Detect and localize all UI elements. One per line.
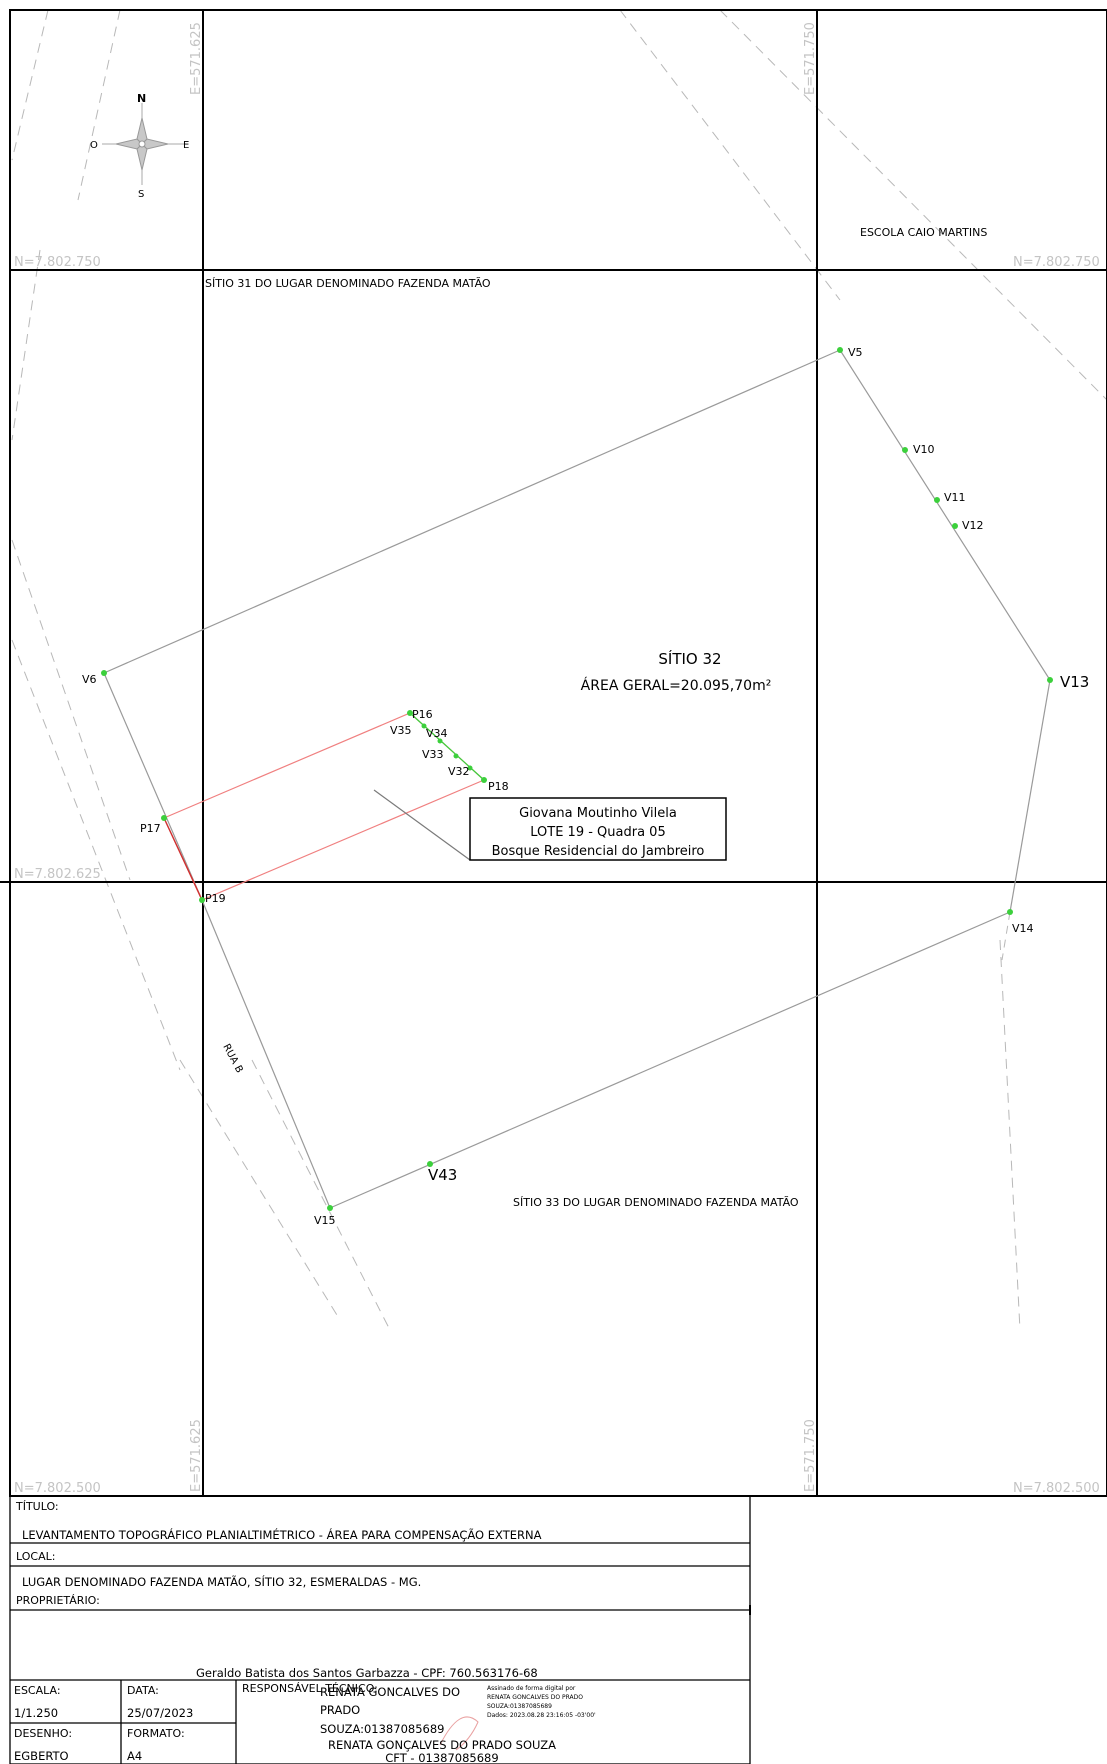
vertex-label-v14: V14 bbox=[1012, 922, 1034, 935]
vertex-label-v34: V34 bbox=[426, 727, 448, 740]
boundary-dashed-extension bbox=[1001, 911, 1011, 961]
signature-name-1: RENATA GONCALVES DO bbox=[320, 1685, 460, 1699]
property-boundary bbox=[103, 349, 1051, 1209]
escala-value: 1/1.250 bbox=[14, 1706, 58, 1720]
formato-value: A4 bbox=[127, 1749, 142, 1763]
grid-label-n-7802750-right: N=7.802.750 bbox=[1013, 255, 1100, 270]
grid-label-e-571625-bottom: E=571.625 bbox=[189, 1419, 204, 1492]
grid-label-n-7802500-right: N=7.802.500 bbox=[1013, 1481, 1100, 1496]
vertex-label-v15: V15 bbox=[314, 1214, 336, 1227]
lot-info-box bbox=[469, 797, 727, 861]
compass-label-o: O bbox=[90, 140, 98, 151]
vertex-label-v32: V32 bbox=[448, 765, 470, 778]
signature-small-4: Dados: 2023.08.28 23:16:05 -03'00' bbox=[487, 1712, 596, 1719]
escala-label: ESCALA: bbox=[14, 1684, 61, 1697]
lot-boundary-west bbox=[163, 817, 203, 901]
grid-label-e-571750-bottom: E=571.750 bbox=[803, 1419, 818, 1492]
signature-scribble-icon bbox=[439, 1716, 479, 1751]
lot-number: LOTE 19 - Quadra 05 bbox=[530, 825, 665, 840]
vertex-label-v33: V33 bbox=[422, 748, 444, 761]
vertex-label-v5: V5 bbox=[848, 346, 863, 359]
vertex-label-v11: V11 bbox=[944, 491, 966, 504]
vertex-label-p18: P18 bbox=[488, 780, 509, 793]
proprietario-value: Geraldo Batista dos Santos Garbazza - CP… bbox=[196, 1666, 538, 1680]
signature-name-2: PRADO bbox=[320, 1703, 360, 1717]
vertex-label-p17: P17 bbox=[140, 822, 161, 835]
area-title: SÍTIO 32 bbox=[658, 649, 721, 668]
vertex-label-v43: V43 bbox=[428, 1166, 457, 1184]
compass-label-s: S bbox=[138, 189, 144, 200]
vertex-label-p19: P19 bbox=[205, 892, 226, 905]
signature-small-1: Assinado de forma digital por bbox=[487, 1685, 576, 1692]
responsavel-name: RENATA GONÇALVES DO PRADO SOUZA bbox=[328, 1738, 556, 1752]
data-label: DATA: bbox=[127, 1684, 159, 1697]
area-total: ÁREA GERAL=20.095,70m² bbox=[581, 677, 772, 694]
title-block bbox=[9, 1495, 751, 1764]
signature-small-3: SOUZA:01387085689 bbox=[487, 1703, 552, 1710]
lot-subdivision: Bosque Residencial do Jambreiro bbox=[492, 844, 705, 859]
vertex-label-v10: V10 bbox=[913, 443, 935, 456]
signature-name-3: SOUZA:01387085689 bbox=[320, 1722, 444, 1736]
titulo-label: TÍTULO: bbox=[15, 1500, 59, 1513]
vertex-label-v13: V13 bbox=[1060, 673, 1089, 691]
titulo-value: LEVANTAMENTO TOPOGRÁFICO PLANIALTIMÉTRIC… bbox=[22, 1527, 542, 1542]
vertex-label-p16: P16 bbox=[412, 708, 433, 721]
responsavel-cft: CFT - 01387085689 bbox=[385, 1751, 498, 1764]
neighbor-label-sitio33: SÍTIO 33 DO LUGAR DENOMINADO FAZENDA MAT… bbox=[513, 1196, 799, 1209]
neighbor-dashed-lines bbox=[11, 9, 1107, 1331]
grid-label-e-571750-top: E=571.750 bbox=[803, 22, 818, 95]
grid-label-e-571625-top: E=571.625 bbox=[189, 22, 204, 95]
compass-label-n: N bbox=[137, 92, 146, 105]
signature-small-2: RENATA GONCALVES DO PRADO bbox=[487, 1694, 583, 1701]
vertex-markers bbox=[101, 347, 1053, 1211]
local-label: LOCAL: bbox=[16, 1550, 55, 1563]
desenho-value: EGBERTO bbox=[14, 1749, 69, 1763]
grid-label-n-7802625: N=7.802.625 bbox=[14, 867, 101, 882]
lot-leader-line bbox=[373, 789, 471, 861]
desenho-label: DESENHO: bbox=[14, 1727, 72, 1740]
vertex-label-v12: V12 bbox=[962, 519, 984, 532]
neighbor-label-sitio31: SÍTIO 31 DO LUGAR DENOMINADO FAZENDA MAT… bbox=[205, 277, 491, 290]
grid-label-n-7802500-left: N=7.802.500 bbox=[14, 1481, 101, 1496]
compass-rose-icon bbox=[102, 103, 186, 185]
local-value: LUGAR DENOMINADO FAZENDA MATÃO, SÍTIO 32… bbox=[22, 1574, 421, 1589]
data-value: 25/07/2023 bbox=[127, 1706, 193, 1720]
vertex-label-v6: V6 bbox=[82, 673, 97, 686]
formato-label: FORMATO: bbox=[127, 1727, 185, 1740]
street-label-rua-b: RUA B bbox=[220, 1042, 244, 1075]
lot-boundary bbox=[163, 712, 486, 901]
lot-inner-line bbox=[409, 712, 485, 781]
compass-label-e: E bbox=[183, 140, 189, 151]
lot-owner-name: Giovana Moutinho Vilela bbox=[519, 806, 677, 821]
proprietario-label: PROPRIETÁRIO: bbox=[16, 1594, 100, 1607]
neighbor-label-escola: ESCOLA CAIO MARTINS bbox=[860, 226, 987, 239]
responsavel-label: RESPONSÁVEL TÉCNICO: bbox=[242, 1682, 378, 1695]
grid-label-n-7802750-left: N=7.802.750 bbox=[14, 255, 101, 270]
vertex-label-v35: V35 bbox=[390, 724, 412, 737]
